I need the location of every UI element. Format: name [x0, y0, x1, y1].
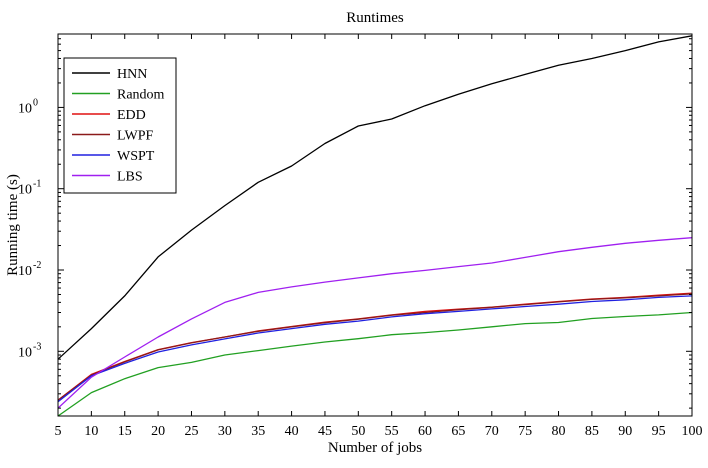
axes-layer: 5 10 15 20 25 30 35 40 45 50 55 60 65 70 75 80 85 90 95 100…: [18, 33, 703, 439]
legend-label-hnn: HNN: [117, 67, 147, 82]
series-line-random: [58, 311, 692, 416]
series-line-hnn: [58, 35, 692, 360]
series-line-lbs: [58, 237, 692, 409]
y-tick-label: 10: [18, 183, 32, 198]
y-tick-label: 10: [18, 264, 32, 279]
y-tick-exponent: 0: [33, 97, 38, 108]
chart-title: Runtimes: [346, 10, 404, 26]
y-tick-exponent: -3: [33, 341, 41, 352]
x-tick-label: 55: [385, 424, 399, 439]
x-tick-label: 50: [351, 424, 365, 439]
x-tick-label: 30: [218, 424, 232, 439]
x-tick-label: 60: [418, 424, 432, 439]
x-tick-label: 85: [585, 424, 599, 439]
x-tick-label: 90: [618, 424, 632, 439]
x-tick-label: 10: [84, 424, 98, 439]
x-tick-label: 80: [552, 424, 566, 439]
series-layer: [58, 35, 692, 416]
legend-label-wspt: WSPT: [117, 149, 155, 164]
x-tick-label: 70: [485, 424, 499, 439]
x-tick-label: 95: [652, 424, 666, 439]
legend-label-random: Random: [117, 88, 165, 103]
x-tick-label: 5: [55, 424, 62, 439]
x-tick-label: 25: [184, 424, 198, 439]
x-tick-label: 35: [251, 424, 265, 439]
x-axis-title: Number of jobs: [328, 440, 422, 456]
series-line-wspt: [58, 295, 692, 403]
y-tick-label: 10: [18, 101, 32, 116]
x-tick-label: 100: [682, 424, 703, 439]
y-tick-exponent: -2: [33, 260, 41, 271]
y-tick-label: 10: [18, 345, 32, 360]
legend-label-lwpf: LWPF: [117, 129, 154, 144]
series-line-lwpf: [58, 293, 692, 401]
x-tick-label: 45: [318, 424, 332, 439]
legend-box: [63, 57, 177, 194]
x-tick-label: 75: [518, 424, 532, 439]
x-tick-label: 40: [285, 424, 299, 439]
x-tick-label: 15: [118, 424, 132, 439]
y-axis-title: Running time (s): [5, 174, 21, 276]
legend-label-edd: EDD: [117, 108, 146, 123]
axes-frame: [57, 33, 693, 417]
legend-label-lbs: LBS: [117, 170, 143, 185]
x-tick-label: 20: [151, 424, 165, 439]
x-tick-label: 65: [451, 424, 465, 439]
y-tick-exponent: -1: [33, 179, 41, 190]
legend: HNN Random EDD LWPF WSPT LBS: [63, 57, 177, 194]
